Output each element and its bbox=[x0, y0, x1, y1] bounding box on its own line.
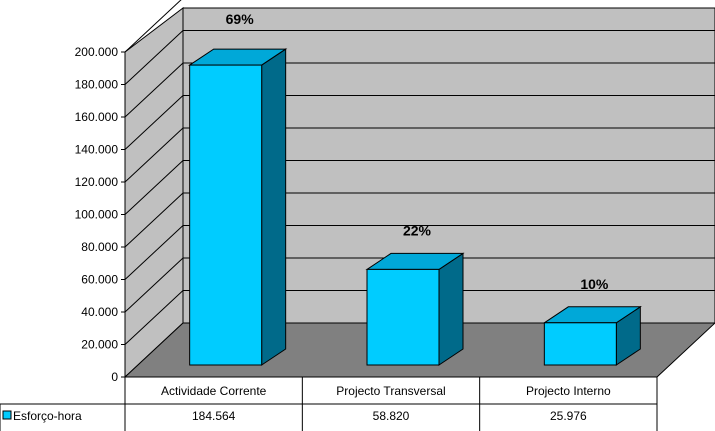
bar-side bbox=[261, 48, 287, 366]
gridline-diagonal bbox=[124, 127, 184, 183]
legend-label: Esforço-hora bbox=[13, 409, 82, 423]
gridline-diagonal bbox=[124, 62, 184, 118]
bar bbox=[542, 305, 642, 366]
bar-front bbox=[543, 322, 617, 366]
y-tick-label: 140.000 bbox=[75, 143, 119, 157]
gridline-diagonal bbox=[124, 160, 184, 215]
y-tick-label: 0 bbox=[111, 370, 118, 384]
y-tick-label: 180.000 bbox=[75, 78, 119, 92]
gridline-diagonal bbox=[124, 290, 184, 345]
y-tick-label: 200.000 bbox=[75, 45, 119, 59]
bar-side bbox=[438, 252, 464, 366]
value-label: 58.820 bbox=[373, 409, 410, 423]
y-axis: 0 20.000 40.000 60.000 80.000 100.000 120.000 1… bbox=[75, 45, 126, 384]
gridline-diagonal bbox=[124, 95, 184, 150]
y-tick-label: 160.000 bbox=[75, 110, 119, 124]
gridline-diagonal bbox=[124, 225, 184, 280]
y-tick-label: 40.000 bbox=[81, 305, 118, 319]
bar bbox=[188, 48, 288, 366]
category-label: Projecto Transversal bbox=[336, 384, 445, 398]
bars bbox=[188, 48, 642, 366]
percent-label: 22% bbox=[403, 222, 432, 238]
y-tick-label: 120.000 bbox=[75, 175, 119, 189]
side-wall bbox=[124, 6, 184, 379]
category-label: Actividade Corrente bbox=[161, 384, 267, 398]
y-tick-label: 60.000 bbox=[81, 273, 118, 287]
bar bbox=[365, 252, 465, 366]
bar-front bbox=[366, 268, 440, 366]
percent-labels: 69% 22% 10% bbox=[226, 11, 609, 292]
category-label: Projecto Interno bbox=[526, 384, 611, 398]
value-label: 25.976 bbox=[550, 409, 587, 423]
value-label: 184.564 bbox=[192, 409, 236, 423]
percent-label: 69% bbox=[226, 11, 255, 27]
y-tick-label: 80.000 bbox=[81, 240, 118, 254]
data-table: Actividade Corrente 184.564 Projecto Trans… bbox=[0, 376, 658, 431]
legend-swatch bbox=[2, 410, 12, 420]
back-wall bbox=[182, 7, 715, 324]
gridline-diagonal bbox=[124, 192, 184, 248]
percent-label: 10% bbox=[580, 276, 609, 292]
y-tick-label: 20.000 bbox=[81, 338, 118, 352]
bar-front bbox=[189, 64, 263, 366]
y-tick-label: 100.000 bbox=[75, 208, 119, 222]
gridline-diagonal bbox=[124, 0, 182, 53]
gridline-diagonal bbox=[124, 30, 184, 85]
gridline-diagonal bbox=[124, 257, 184, 313]
